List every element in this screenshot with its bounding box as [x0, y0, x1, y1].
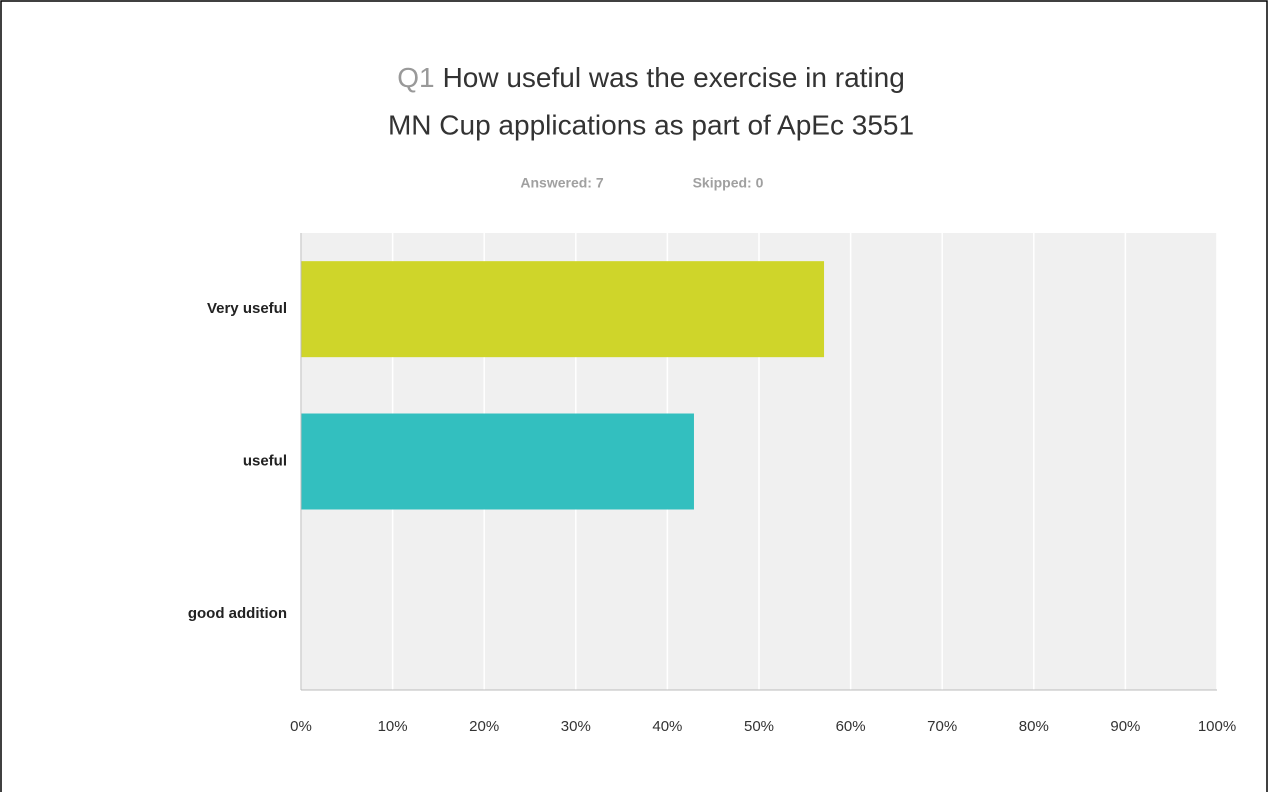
y-tick-label: Very useful [207, 300, 287, 317]
x-tick-label: 50% [744, 718, 774, 735]
x-tick-label: 10% [378, 718, 408, 735]
chart-title-line: Q1 How useful was the exercise in rating [397, 62, 905, 93]
x-tick-label: 30% [561, 718, 591, 735]
y-tick-label: useful [243, 452, 287, 469]
y-tick-label: good addition [188, 605, 287, 622]
bar [301, 261, 825, 358]
bar [301, 413, 694, 510]
chart-title-line: MN Cup applications as part of ApEc 3551 [388, 109, 914, 140]
x-tick-label: 80% [1019, 718, 1049, 735]
subtitle: Skipped: 0 [693, 175, 764, 191]
x-tick-label: 70% [927, 718, 957, 735]
subtitle: Answered: 7 [520, 175, 603, 191]
x-tick-label: 20% [469, 718, 499, 735]
title-text: How useful was the exercise in rating [443, 62, 905, 93]
x-tick-label: 100% [1198, 718, 1236, 735]
x-tick-label: 90% [1110, 718, 1140, 735]
x-tick-label: 60% [836, 718, 866, 735]
x-tick-label: 0% [290, 718, 312, 735]
question-number: Q1 [397, 62, 434, 93]
x-tick-label: 40% [652, 718, 682, 735]
